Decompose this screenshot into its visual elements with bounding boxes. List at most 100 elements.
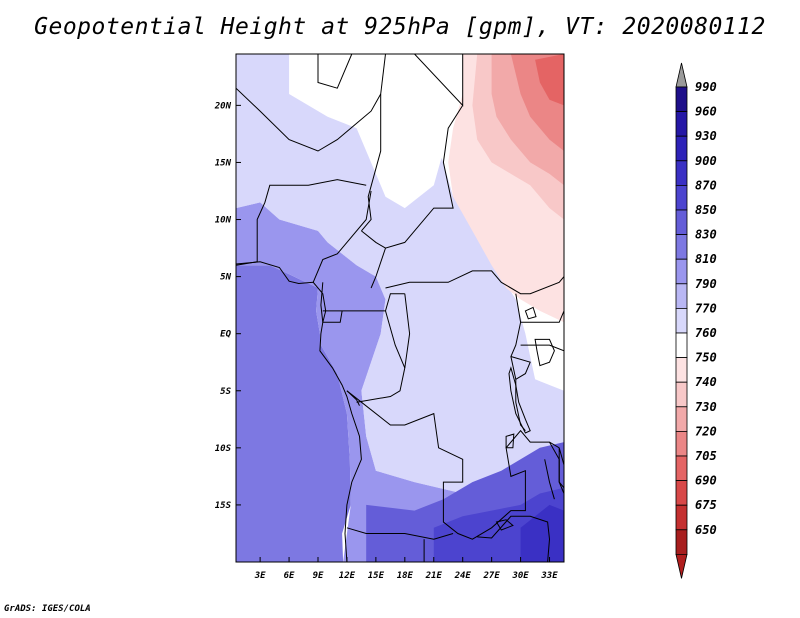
country-border (544, 459, 555, 500)
plot-frame (235, 53, 565, 563)
colorbar-swatch-650 (675, 529, 688, 555)
colorbar: 990 960 930 900 870 850 830 810 790 770 760 750 740 7… (675, 62, 717, 579)
country-border (236, 87, 382, 152)
colorbar-swatch-750 (675, 357, 688, 383)
colorbar-label: 790 (695, 277, 717, 291)
lon-tick-label: 15E (368, 571, 385, 581)
colorbar-label: 990 (695, 80, 717, 94)
latitude-axis: 20N 15N 10N 5N EQ 5S 10S 15S (214, 101, 241, 511)
contour-region-760 (289, 54, 468, 209)
lon-tick-label: 30E (511, 571, 529, 581)
colorbar-label: 720 (695, 424, 717, 438)
colorbar-swatch-810 (675, 258, 688, 285)
country-border (370, 247, 386, 289)
colorbar-label: 830 (695, 228, 717, 242)
colorbar-label: 750 (695, 351, 717, 365)
colorbar-swatch-990 (675, 86, 688, 113)
colorbar-label: 705 (695, 449, 717, 463)
colorbar-label: 810 (695, 252, 717, 266)
lat-tick-label: 20N (214, 101, 232, 111)
colorbar-swatch-830 (675, 234, 688, 260)
country-border (520, 344, 564, 352)
country-border (356, 310, 406, 403)
colorbar-swatch-690 (675, 480, 688, 506)
lake-outline (508, 366, 531, 434)
longitude-axis: 3E 6E 9E 12E 15E 18E 21E 24E 27E 30E 33E (254, 557, 558, 581)
country-border (520, 310, 564, 323)
colorbar-label: 930 (695, 129, 717, 143)
colorbar-swatch-730 (675, 406, 688, 432)
colorbar-swatch-720 (675, 430, 688, 457)
colorbar-swatch-850 (675, 209, 688, 236)
country-border (477, 515, 551, 562)
colorbar-label: 900 (695, 154, 717, 168)
colorbar-swatch-960 (675, 111, 688, 137)
country-border (361, 105, 464, 249)
colorbar-label: 870 (695, 178, 717, 192)
country-border (361, 94, 382, 232)
colorbar-swatch-900 (675, 160, 688, 186)
lon-tick-label: 33E (540, 571, 558, 581)
colorbar-swatch-770 (675, 307, 688, 334)
country-border (346, 390, 360, 406)
coastline (236, 261, 362, 562)
lake-outline (524, 306, 537, 320)
country-border (322, 310, 343, 323)
colorbar-swatch-705 (675, 455, 688, 482)
colorbar-label: 675 (695, 498, 717, 512)
colorbar-bottom-arrow (675, 554, 688, 579)
colorbar-label: 960 (695, 105, 717, 119)
country-border (346, 527, 454, 540)
colorbar-swatch-870 (675, 184, 688, 211)
country-border (510, 356, 531, 380)
lon-tick-label: 6E (284, 571, 295, 581)
lat-tick-label: 15S (215, 501, 232, 511)
colorbar-label: 770 (695, 301, 717, 315)
colorbar-label: 650 (695, 523, 717, 537)
contour-region-770 (236, 54, 564, 562)
country-borders (236, 54, 564, 562)
lake-outline (505, 433, 515, 449)
lon-tick-label: 21E (425, 571, 443, 581)
colorbar-top-arrow (675, 62, 688, 88)
lat-tick-label: 5N (220, 273, 231, 283)
height-field (236, 54, 564, 562)
country-border (404, 293, 411, 368)
lon-tick-label: 18E (397, 571, 414, 581)
lat-tick-label: 10S (215, 444, 232, 454)
lon-tick-label: 3E (254, 571, 266, 581)
country-border (385, 270, 564, 295)
lon-tick-label: 9E (313, 571, 324, 581)
colorbar-label: 740 (695, 375, 717, 389)
lat-tick-label: 15N (215, 158, 232, 168)
lon-tick-label: 27E (483, 571, 501, 581)
colorbar-label: 760 (695, 326, 717, 340)
country-border (380, 54, 386, 95)
colorbar-label: 850 (695, 203, 717, 217)
country-border (322, 293, 405, 312)
colorbar-swatch-760 (675, 332, 688, 359)
colorbar-label: 730 (695, 400, 717, 414)
contour-region-705 (535, 54, 564, 106)
country-border (510, 293, 526, 432)
lat-tick-label: 10N (215, 216, 232, 226)
lon-tick-label: 24E (454, 571, 472, 581)
contour-region-900 (520, 504, 564, 562)
contour-region-830 (236, 265, 351, 562)
contour-region-810 (236, 202, 473, 562)
colorbar-swatch-740 (675, 381, 688, 408)
chart-title: Geopotential Height at 925hPa [gpm], VT:… (34, 14, 766, 40)
lake-outline (534, 338, 555, 367)
country-border (549, 441, 564, 489)
colorbar-swatch-675 (675, 504, 688, 531)
grads-credit: GrADS: IGES/COLA (4, 604, 91, 614)
lat-tick-label: 5S (220, 387, 231, 397)
country-border (317, 54, 353, 89)
colorbar-swatch-790 (675, 283, 688, 309)
lake-outline (495, 519, 514, 531)
colorbar-label: 690 (695, 474, 717, 488)
lat-tick-label: EQ (220, 330, 231, 340)
lon-tick-label: 12E (339, 571, 356, 581)
colorbar-swatch-930 (675, 135, 688, 162)
